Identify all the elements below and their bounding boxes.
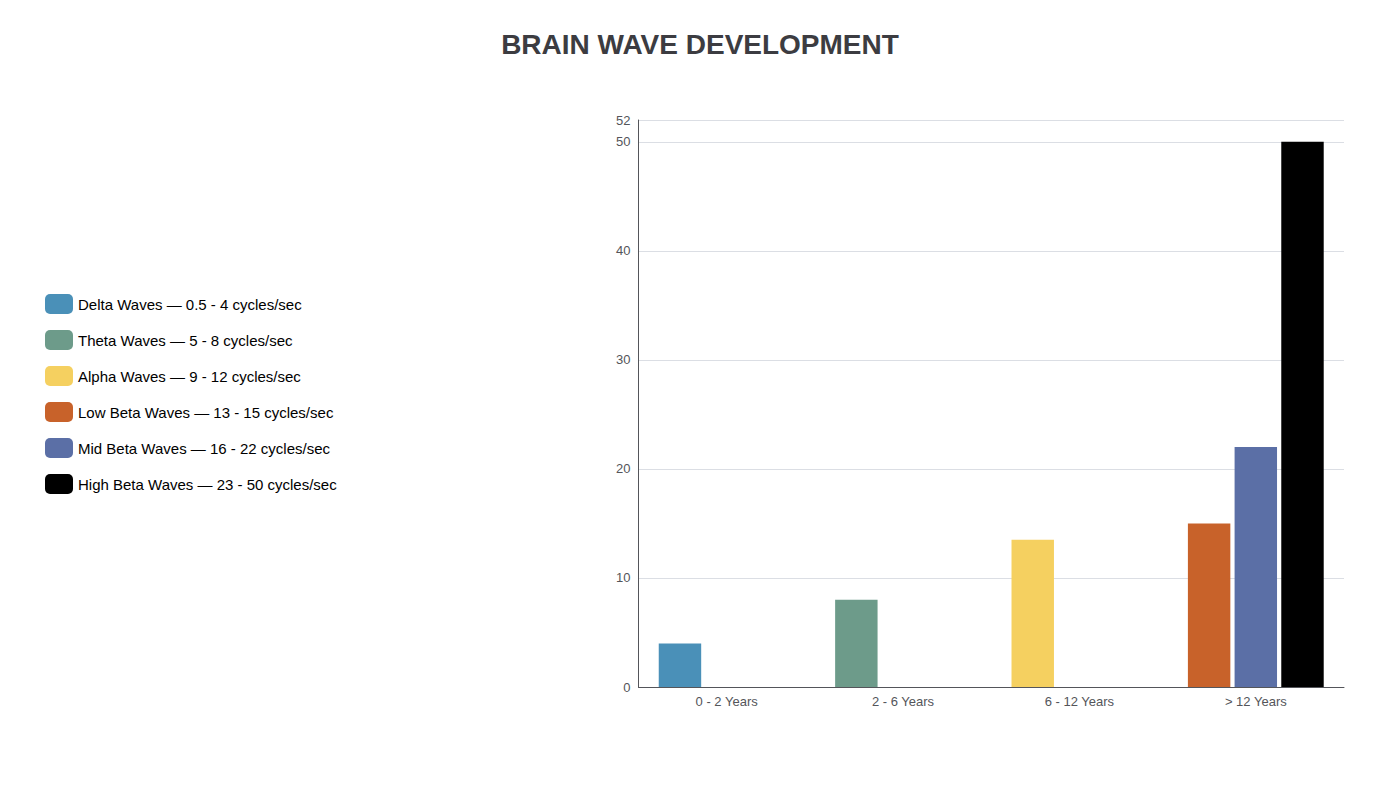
- svg-text:30: 30: [616, 352, 630, 367]
- svg-text:20: 20: [616, 461, 630, 476]
- svg-text:High Beta Waves — 23 - 50 cycl: High Beta Waves — 23 - 50 cycles/sec: [78, 476, 337, 493]
- svg-text:2 - 6 Years: 2 - 6 Years: [872, 694, 935, 709]
- svg-text:Theta Waves — 5 - 8 cycles/sec: Theta Waves — 5 - 8 cycles/sec: [78, 332, 293, 349]
- svg-text:> 12 Years: > 12 Years: [1225, 694, 1287, 709]
- svg-text:BRAIN WAVE DEVELOPMENT: BRAIN WAVE DEVELOPMENT: [501, 29, 899, 60]
- svg-text:40: 40: [616, 243, 630, 258]
- svg-text:52: 52: [616, 113, 630, 128]
- svg-text:Delta Waves — 0.5 - 4 cycles/s: Delta Waves — 0.5 - 4 cycles/sec: [78, 296, 302, 313]
- svg-text:Alpha Waves — 9 - 12 cycles/se: Alpha Waves — 9 - 12 cycles/sec: [78, 368, 301, 385]
- svg-text:0: 0: [623, 680, 630, 695]
- svg-text:0 - 2 Years: 0 - 2 Years: [696, 694, 759, 709]
- svg-text:Low Beta Waves — 13 - 15 cycle: Low Beta Waves — 13 - 15 cycles/sec: [78, 404, 334, 421]
- svg-text:6 - 12 Years: 6 - 12 Years: [1045, 694, 1115, 709]
- svg-text:Mid Beta Waves — 16 - 22 cycle: Mid Beta Waves — 16 - 22 cycles/sec: [78, 440, 331, 457]
- svg-text:50: 50: [616, 134, 630, 149]
- svg-text:10: 10: [616, 570, 630, 585]
